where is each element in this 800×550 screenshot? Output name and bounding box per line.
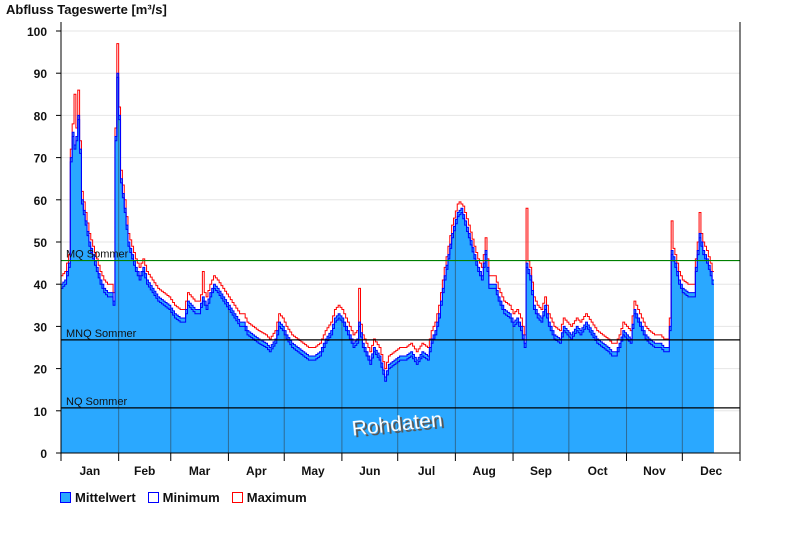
x-tick-label-oct: Oct — [588, 464, 608, 478]
x-tick-label-jan: Jan — [79, 464, 100, 478]
y-tick-label: 30 — [34, 320, 48, 334]
y-tick-label: 90 — [34, 67, 48, 81]
x-tick-label-aug: Aug — [473, 464, 496, 478]
x-tick-label-sep: Sep — [530, 464, 552, 478]
x-tick-label-mar: Mar — [189, 464, 211, 478]
y-tick-label: 50 — [34, 236, 48, 250]
x-tick-label-nov: Nov — [643, 464, 666, 478]
legend-swatch-maximum — [231, 492, 243, 503]
legend-swatch-mittelwert — [60, 492, 71, 503]
x-tick-label-jul: Jul — [418, 464, 435, 478]
legend-label: Minimum — [162, 490, 220, 505]
y-tick-label: 70 — [34, 152, 48, 166]
mittelwert-area — [61, 73, 714, 453]
reference-label: MNQ Sommer — [66, 328, 137, 340]
y-tick-label: 0 — [40, 447, 47, 461]
y-tick-label: 40 — [34, 278, 48, 292]
y-tick-label: 80 — [34, 109, 48, 123]
x-tick-label-feb: Feb — [134, 464, 155, 478]
legend-item-mittelwert: Mittelwert — [60, 490, 136, 505]
chart-title: Abfluss Tageswerte [m³/s] — [6, 2, 167, 17]
legend-item-maximum: Maximum — [231, 490, 307, 505]
x-tick-label-may: May — [301, 464, 325, 478]
y-tick-label: 20 — [34, 363, 48, 377]
x-tick-label-jun: Jun — [359, 464, 380, 478]
legend-item-minimum: Minimum — [147, 490, 220, 505]
legend-swatch-minimum — [147, 492, 159, 503]
y-tick-label: 60 — [34, 194, 48, 208]
reference-label: NQ Sommer — [66, 396, 127, 408]
y-tick-label: 10 — [34, 405, 48, 419]
legend: Mittelwert Minimum Maximum — [60, 490, 307, 505]
legend-label: Maximum — [246, 490, 307, 505]
y-tick-label: 100 — [27, 25, 47, 39]
x-tick-label-dec: Dec — [700, 464, 722, 478]
minimum-line — [61, 76, 714, 382]
x-tick-label-apr: Apr — [246, 464, 267, 478]
legend-label: Mittelwert — [75, 490, 136, 505]
maximum-line — [61, 43, 714, 370]
reference-label: MQ Sommer — [66, 249, 129, 261]
